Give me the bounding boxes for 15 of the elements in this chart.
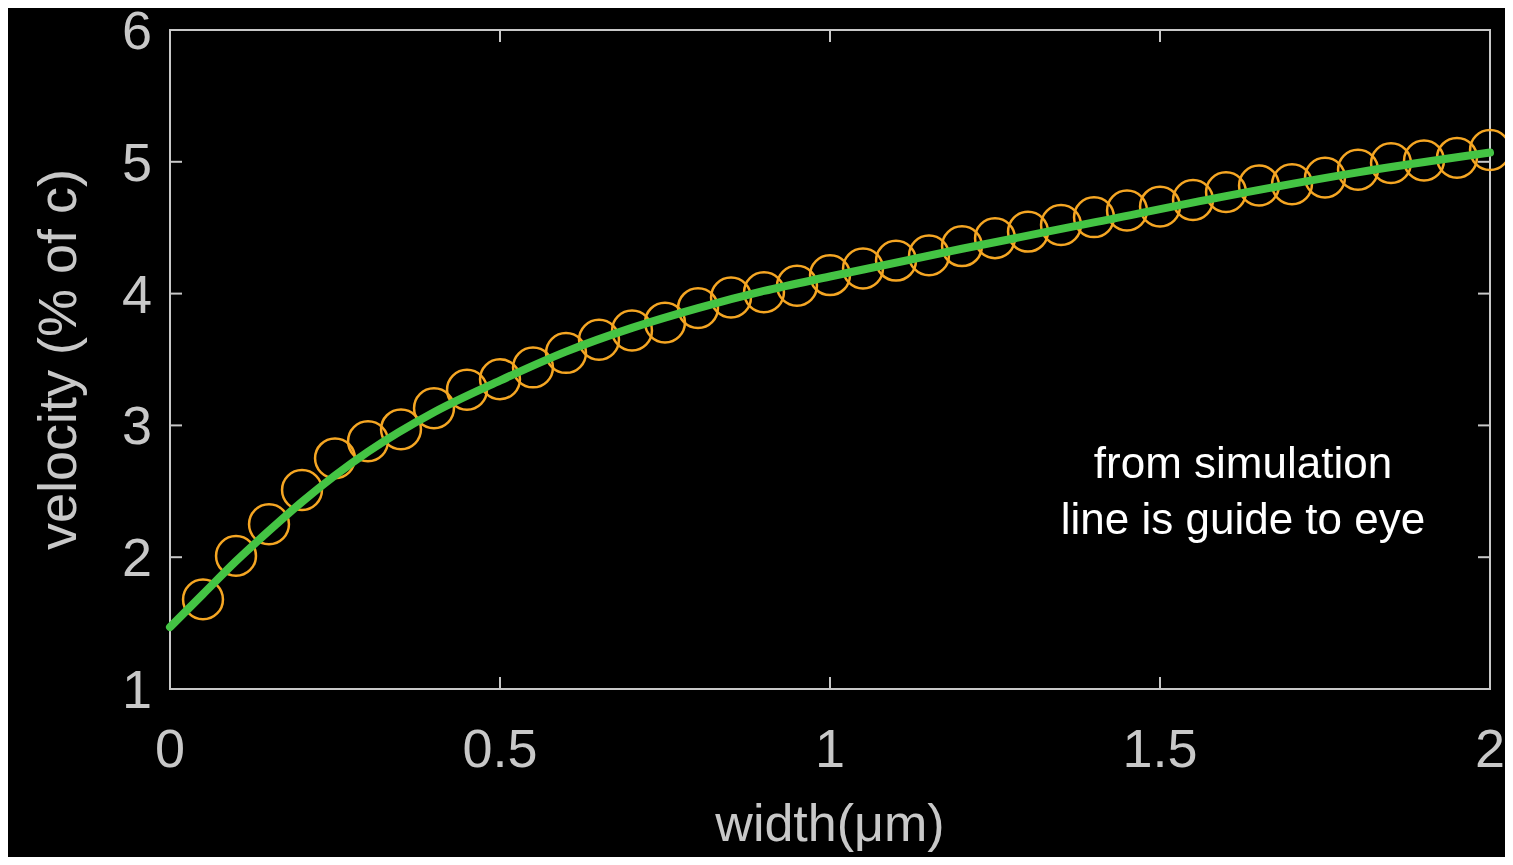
- y-tick-label: 5: [121, 131, 152, 192]
- y-tick-label: 1: [121, 658, 152, 719]
- x-tick-label: 0: [154, 718, 186, 778]
- y-tick-label: 4: [121, 263, 152, 324]
- x-tick-label: 0.5: [462, 718, 538, 778]
- annotation: from simulation: [1093, 438, 1393, 487]
- annotation: line is guide to eye: [1060, 494, 1426, 543]
- y-tick-label: 6: [121, 0, 152, 60]
- x-tick-label: 1.5: [1122, 718, 1198, 778]
- x-tick-label: 1: [814, 718, 846, 778]
- x-axis-title: width(μm): [714, 794, 945, 852]
- x-tick-label: 2: [1474, 718, 1506, 778]
- y-tick-label: 2: [121, 527, 152, 588]
- y-tick-label: 3: [121, 395, 152, 456]
- y-axis-title: velocity (% of c): [27, 168, 87, 551]
